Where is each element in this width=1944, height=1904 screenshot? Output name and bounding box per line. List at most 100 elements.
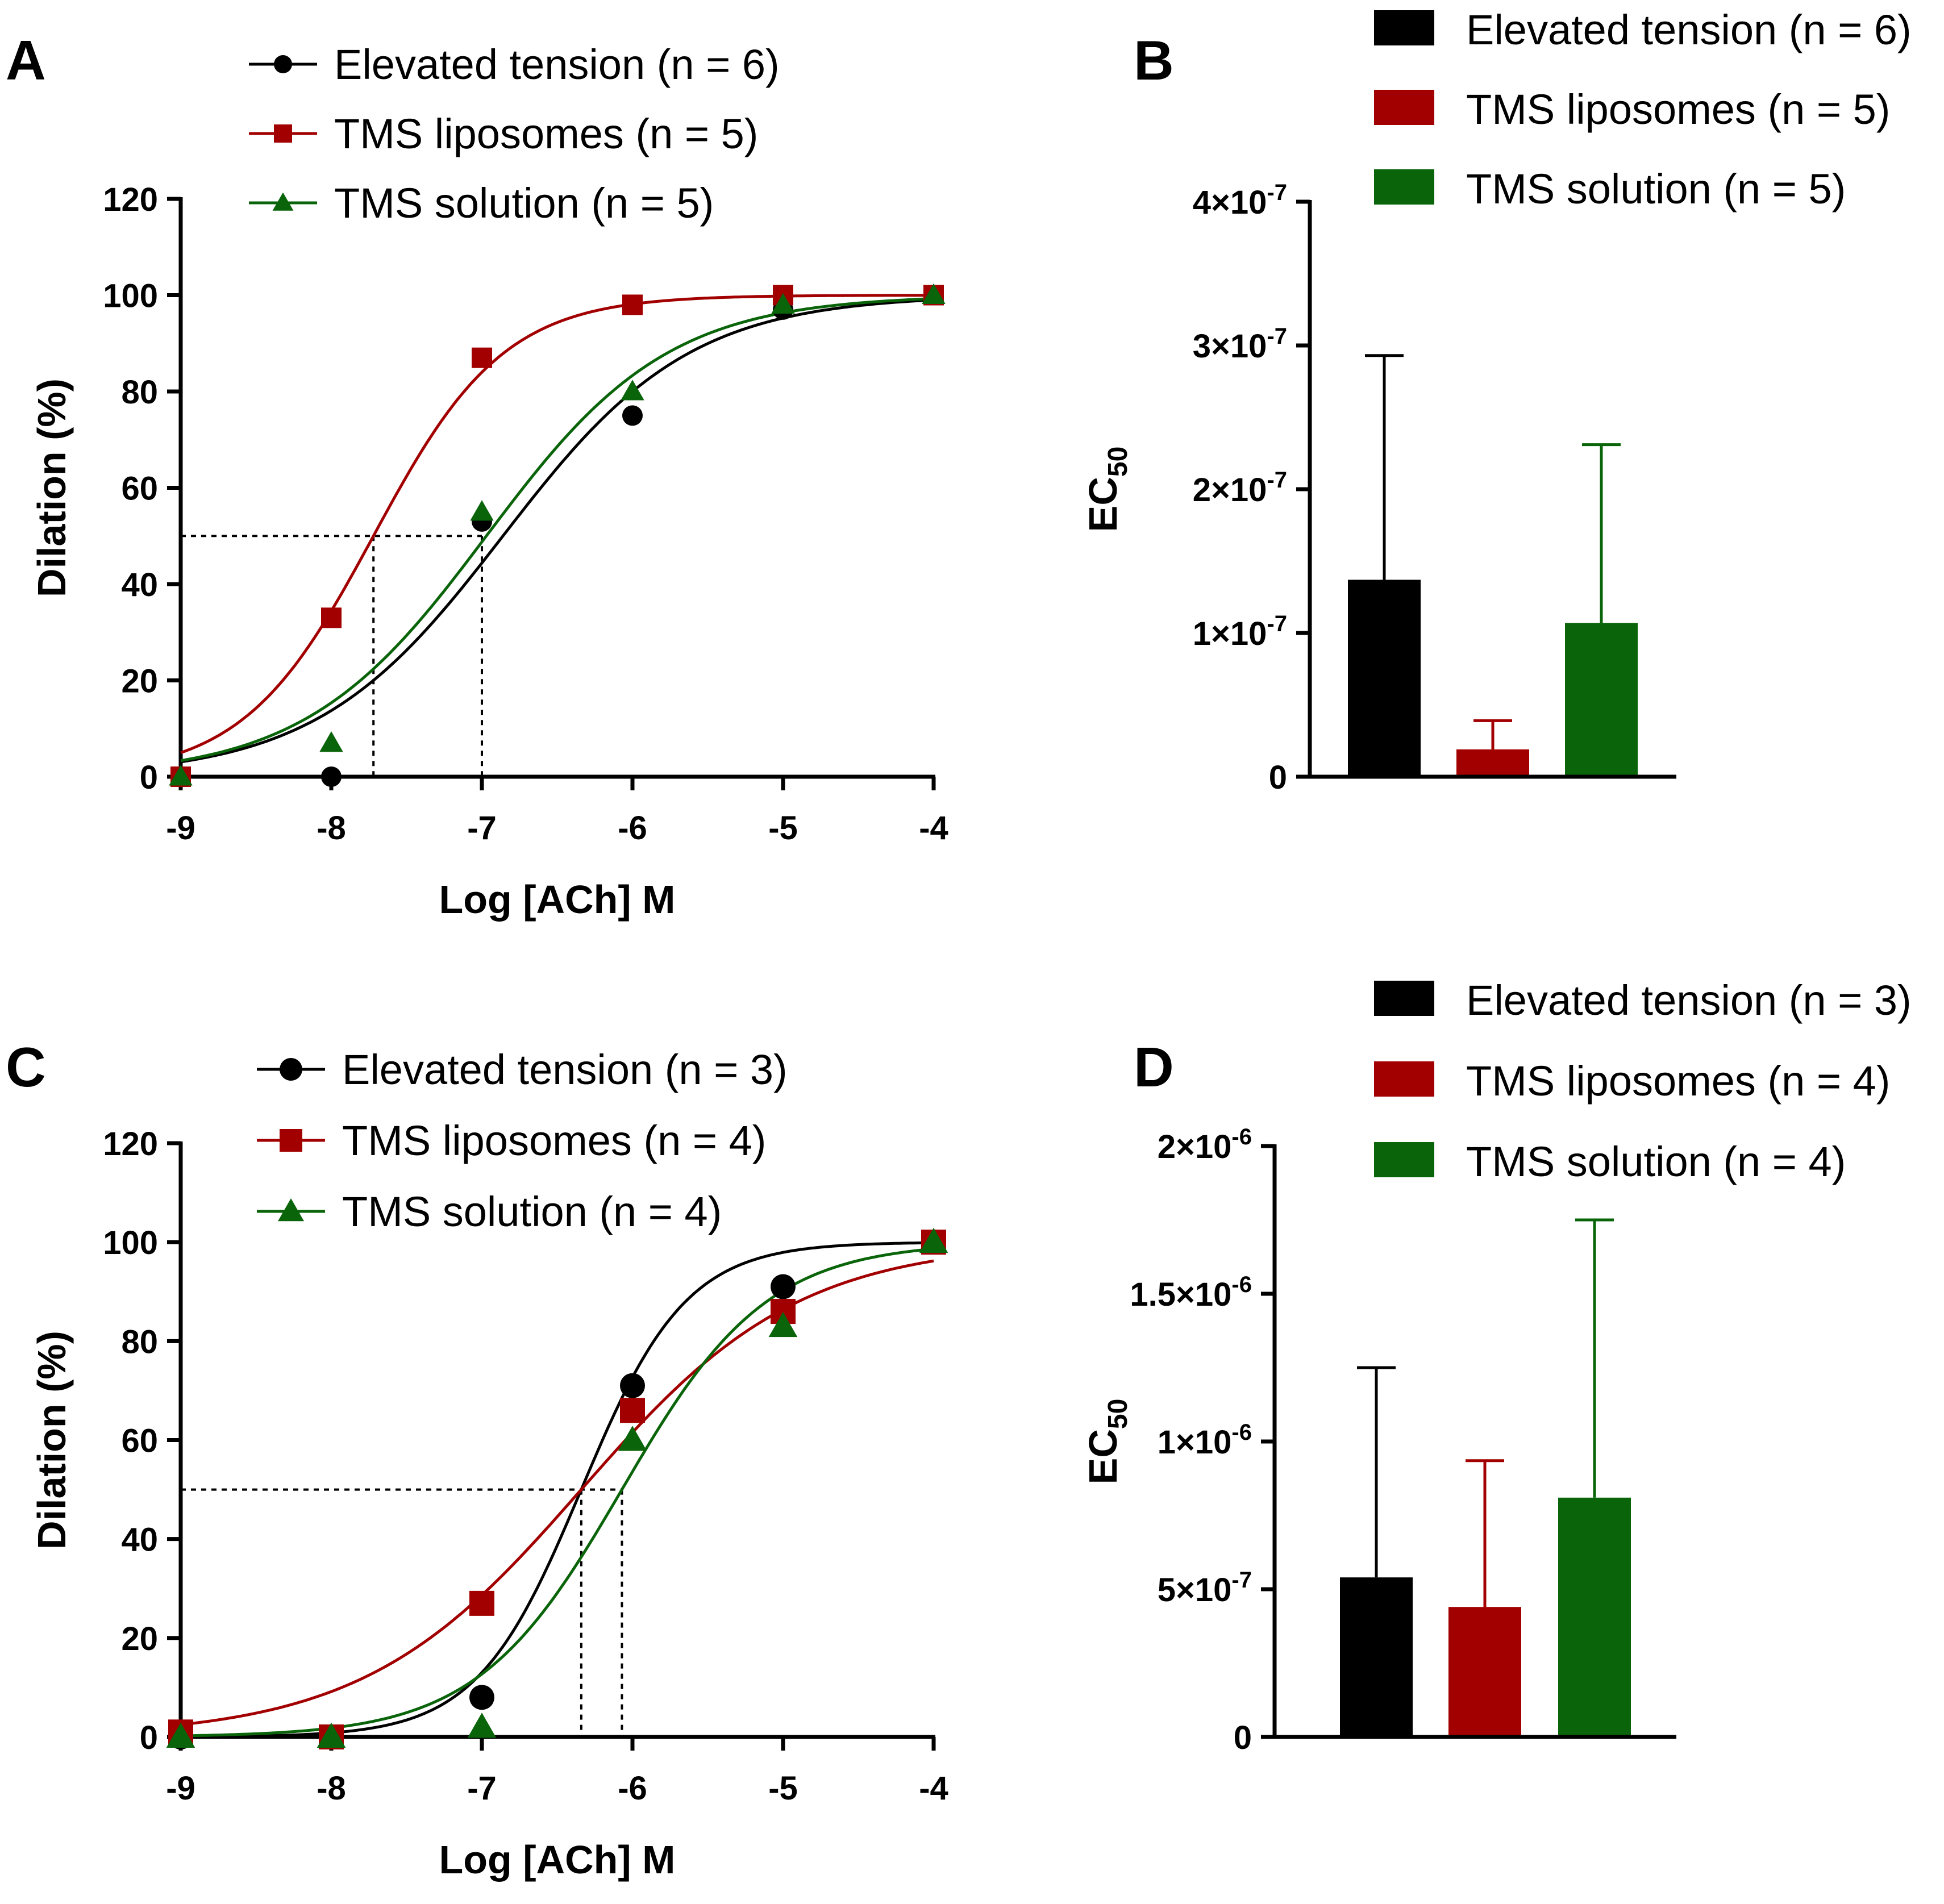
y-tick-label: 0 [140, 759, 158, 796]
data-point-solution [621, 380, 644, 401]
data-point-solution [317, 1722, 346, 1748]
y-tick-label: 120 [103, 181, 158, 218]
x-tick-label: -4 [919, 810, 948, 847]
data-point-solution [319, 731, 343, 752]
fit-curve-elevated [181, 1241, 934, 1739]
legend-swatch-elevated [1374, 981, 1434, 1016]
x-tick-label: -8 [317, 810, 346, 847]
panel-letter-c: C [6, 1036, 46, 1098]
y-tick-label: 0 [1269, 759, 1287, 796]
x-tick-label: -9 [166, 810, 195, 847]
legend-marker-liposomes [280, 1129, 302, 1152]
bar-elevated [1340, 1577, 1413, 1737]
legend-label-solution: TMS solution (n = 4) [342, 1188, 722, 1235]
legend-marker-elevated [280, 1058, 302, 1081]
y-axis-label: Dilation (%) [30, 1331, 74, 1549]
legend-label-liposomes: TMS liposomes (n = 5) [334, 110, 758, 157]
data-point-liposomes [620, 1398, 645, 1423]
data-point-solution [771, 293, 795, 314]
data-point-solution [467, 1713, 497, 1738]
y-tick-label: 1.5×10-6 [1130, 1272, 1252, 1313]
y-axis-label: Dilation (%) [30, 378, 74, 597]
y-tick-label: 4×10-7 [1193, 180, 1287, 221]
legend-label-solution: TMS solution (n = 4) [1466, 1138, 1846, 1185]
legend-label-solution: TMS solution (n = 5) [334, 180, 714, 227]
fit-curve-liposomes [180, 294, 934, 755]
data-point-elevated [321, 766, 342, 787]
y-tick-label: 100 [103, 1224, 158, 1261]
y-tick-label: 80 [121, 374, 158, 411]
legend-label-liposomes: TMS liposomes (n = 4) [342, 1117, 766, 1164]
x-tick-label: -7 [467, 810, 497, 847]
legend-label-liposomes: TMS liposomes (n = 4) [1466, 1057, 1890, 1105]
x-tick-label: -7 [467, 1770, 497, 1807]
x-tick-label: -9 [166, 1770, 195, 1807]
y-tick-label: 60 [121, 1423, 158, 1460]
data-point-liposomes [622, 294, 643, 315]
y-axis-label: EC50 [1081, 1399, 1133, 1485]
legend-swatch-elevated [1374, 10, 1434, 45]
legend-marker-elevated [274, 55, 292, 73]
data-point-solution [166, 1722, 195, 1748]
y-tick-label: 0 [1234, 1719, 1252, 1756]
data-point-solution [618, 1426, 647, 1451]
data-point-solution [922, 283, 946, 305]
dose-response-chart-c: 0 20 40 60 80 100 120 -9 -8 -7 -6 -5 -4 Log [ACh] M Di… [30, 1046, 948, 1882]
dose-response-chart-a: 0 20 40 60 80 100 120 -9 -8 -7 -6 -5 -4 Log [ACh] M Di… [30, 41, 948, 922]
y-tick-label: 0 [140, 1719, 158, 1756]
x-tick-label: -6 [618, 810, 647, 847]
bar-solution [1565, 623, 1638, 777]
legend-marker-solution [272, 192, 294, 211]
bar-elevated [1348, 580, 1421, 777]
y-axis-label: EC50 [1081, 447, 1133, 532]
data-point-solution [169, 765, 193, 786]
y-tick-label: 2×10-7 [1193, 468, 1287, 509]
data-point-solution [768, 1311, 798, 1338]
y-tick-label: 1×10-7 [1193, 611, 1287, 652]
x-tick-label: -6 [618, 1770, 647, 1807]
data-point-liposomes [469, 1590, 494, 1616]
bar-solution [1558, 1497, 1631, 1737]
y-tick-label: 80 [121, 1323, 158, 1360]
panel-letter-d: D [1134, 1036, 1174, 1098]
data-point-elevated [771, 1274, 796, 1299]
fit-curve-solution [180, 1247, 934, 1738]
legend-marker-solution [278, 1198, 304, 1222]
panel-letter-b: B [1134, 29, 1174, 91]
legend-label-liposomes: TMS liposomes (n = 5) [1466, 86, 1890, 133]
data-point-solution [470, 500, 494, 521]
y-tick-label: 2×10-6 [1158, 1124, 1252, 1165]
data-point-liposomes [321, 607, 342, 628]
ec50-bar-chart-d: 0 5×10-7 1×10-6 1.5×10-6 2×10-6 EC50 Elevated … [1081, 977, 1912, 1756]
y-tick-label: 1×10-6 [1158, 1420, 1252, 1461]
y-tick-label: 120 [103, 1126, 158, 1163]
legend-label-elevated: Elevated tension (n = 3) [342, 1046, 788, 1093]
legend-swatch-solution [1374, 169, 1434, 205]
x-axis-label: Log [ACh] M [439, 877, 676, 922]
y-tick-label: 60 [121, 470, 158, 507]
legend-label-elevated: Elevated tension (n = 6) [1466, 6, 1912, 53]
y-tick-label: 20 [121, 1620, 158, 1657]
ec50-bar-chart-b: 0 1×10-7 2×10-7 3×10-7 4×10-7 EC50 Elevated te… [1081, 6, 1912, 796]
y-tick-label: 40 [121, 566, 158, 603]
bar-liposomes [1456, 749, 1529, 777]
y-tick-label: 20 [121, 663, 158, 700]
fit-curve-elevated [180, 298, 934, 764]
data-point-liposomes [472, 347, 492, 368]
fit-curve-solution [180, 297, 934, 763]
y-tick-label: 3×10-7 [1193, 324, 1287, 365]
legend-label-elevated: Elevated tension (n = 6) [334, 41, 780, 88]
legend-swatch-liposomes [1374, 90, 1434, 125]
data-point-solution [919, 1227, 948, 1253]
data-point-elevated [469, 1685, 494, 1710]
y-tick-label: 40 [121, 1522, 158, 1559]
y-tick-label: 5×10-7 [1158, 1568, 1252, 1609]
legend-swatch-liposomes [1374, 1061, 1434, 1097]
legend-label-elevated: Elevated tension (n = 3) [1466, 977, 1912, 1024]
y-tick-label: 100 [103, 278, 158, 315]
legend-swatch-solution [1374, 1142, 1434, 1177]
panel-letter-a: A [6, 29, 46, 91]
x-tick-label: -5 [768, 810, 798, 847]
legend-label-solution: TMS solution (n = 5) [1466, 165, 1846, 213]
